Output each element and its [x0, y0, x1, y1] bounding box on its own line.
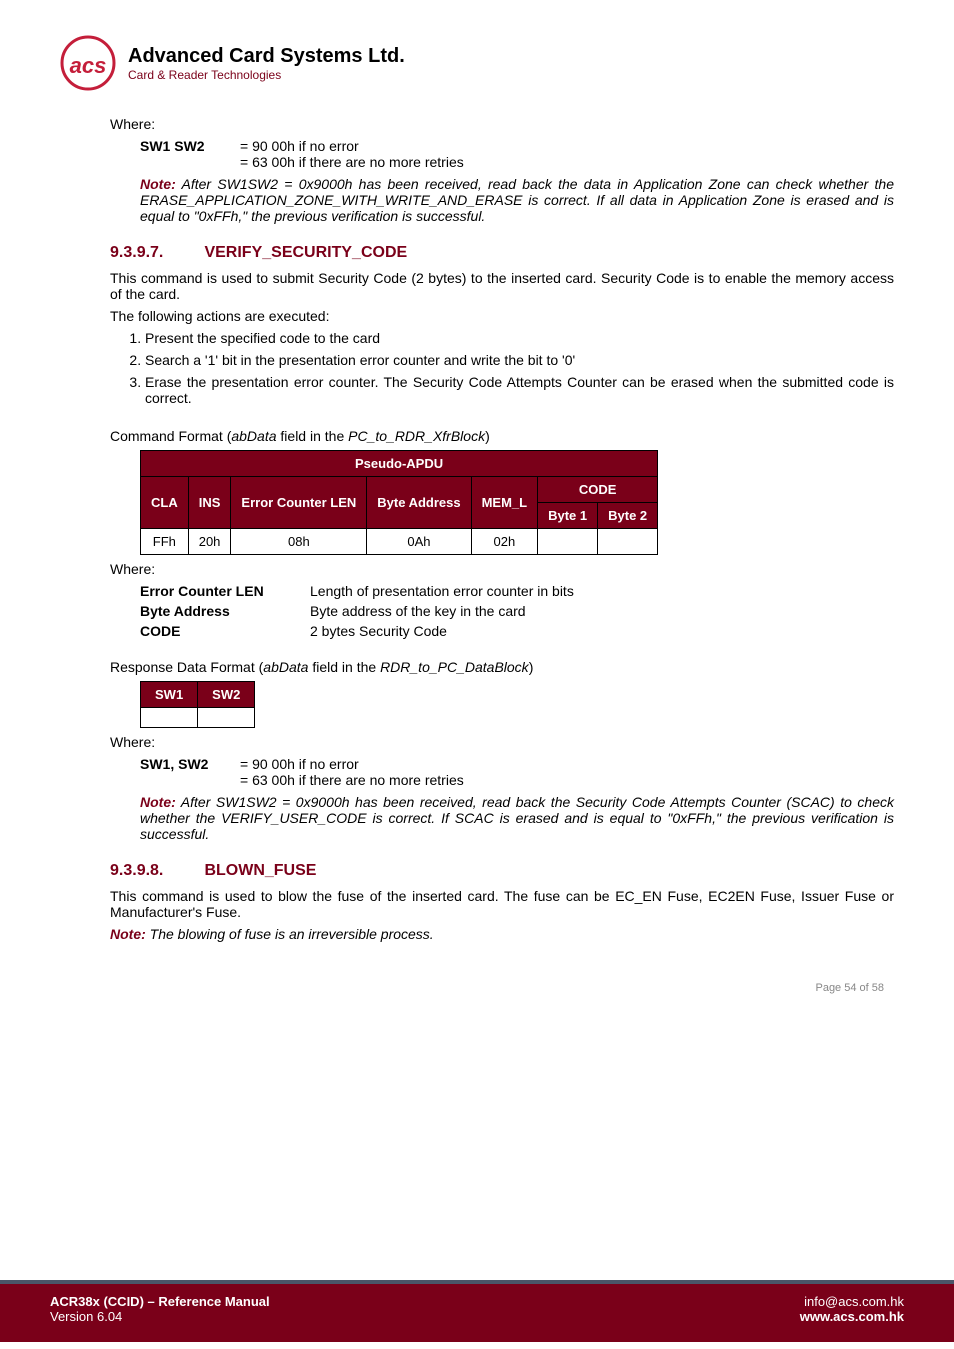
def-desc: Byte address of the key in the card [310, 603, 526, 619]
th-code: CODE [538, 477, 658, 503]
manual-footer: ACR38x (CCID) – Reference Manual Version… [0, 1280, 954, 1342]
td-b1 [538, 529, 598, 555]
acs-logo: acs [60, 35, 116, 91]
sw-def-row: SW1 SW2 = 90 00h if no error [140, 138, 894, 154]
list-item: Present the specified code to the card [145, 330, 894, 346]
note-text: After SW1SW2 = 0x9000h has been received… [140, 176, 894, 224]
sec1-p1: This command is used to submit Security … [110, 270, 894, 302]
def-row: Error Counter LEN Length of presentation… [140, 583, 894, 599]
where-label-2: Where: [110, 561, 894, 577]
svg-text:acs: acs [70, 53, 107, 78]
actions-list: Present the specified code to the card S… [115, 330, 894, 406]
pseudo-apdu-table: Pseudo-APDU CLA INS Error Counter LEN By… [140, 450, 658, 555]
td-b2 [598, 529, 658, 555]
footer-title: ACR38x (CCID) – Reference Manual [50, 1294, 270, 1309]
td-meml: 02h [471, 529, 538, 555]
sw2-label: SW1, SW2 [140, 756, 240, 772]
td-cla: FFh [141, 529, 189, 555]
note3-label: Note: [110, 926, 146, 942]
where-label: Where: [110, 116, 894, 132]
sw2-row: SW1, SW2 = 90 00h if no error [140, 756, 894, 772]
section-num: 9.3.9.7. [110, 244, 200, 262]
company-tagline: Card & Reader Technologies [128, 68, 405, 82]
th-err: Error Counter LEN [231, 477, 367, 529]
sw2-row2: = 63 00h if there are no more retries [140, 772, 894, 788]
footer-right: info@acs.com.hk www.acs.com.hk [800, 1294, 904, 1324]
def-term: Byte Address [140, 603, 310, 619]
def-row: CODE 2 bytes Security Code [140, 623, 894, 639]
cmd-format-label: Command Format (abData field in the PC_t… [110, 428, 894, 444]
sec2-note: Note: The blowing of fuse is an irrevers… [110, 926, 894, 942]
td-byte: 0Ah [367, 529, 471, 555]
section-title: BLOWN_FUSE [204, 862, 316, 879]
sw-line1: = 90 00h if no error [240, 138, 359, 154]
td-ins: 20h [188, 529, 231, 555]
def-desc: Length of presentation error counter in … [310, 583, 574, 599]
sec1-p2: The following actions are executed: [110, 308, 894, 324]
page-number: Page 54 of 58 [60, 982, 884, 994]
td-sw1 [141, 708, 198, 728]
company-name: Advanced Card Systems Ltd. [128, 45, 405, 68]
page-header: acs Advanced Card Systems Ltd. Card & Re… [60, 35, 894, 91]
th-main: Pseudo-APDU [141, 451, 658, 477]
footer-email: info@acs.com.hk [800, 1294, 904, 1309]
sw-line2: = 63 00h if there are no more retries [240, 154, 464, 170]
sw2-line1: = 90 00h if no error [240, 756, 359, 772]
note2-label: Note: [140, 794, 176, 810]
section-9398: 9.3.9.8. BLOWN_FUSE [110, 862, 894, 880]
sec2-p1: This command is used to blow the fuse of… [110, 888, 894, 920]
list-item: Erase the presentation error counter. Th… [145, 374, 894, 406]
th-cla: CLA [141, 477, 189, 529]
def-term: CODE [140, 623, 310, 639]
th-sw1: SW1 [141, 682, 198, 708]
sw2-line2: = 63 00h if there are no more retries [240, 772, 464, 788]
note-label: Note: [140, 176, 176, 192]
def-term: Error Counter LEN [140, 583, 310, 599]
th-sw2: SW2 [198, 682, 255, 708]
footer-site: www.acs.com.hk [800, 1309, 904, 1324]
sw-label: SW1 SW2 [140, 138, 240, 154]
footer-left: ACR38x (CCID) – Reference Manual Version… [50, 1294, 270, 1324]
def-row: Byte Address Byte address of the key in … [140, 603, 894, 619]
where-label-3: Where: [110, 734, 894, 750]
th-meml: MEM_L [471, 477, 538, 529]
th-b1: Byte 1 [538, 503, 598, 529]
list-item: Search a '1' bit in the presentation err… [145, 352, 894, 368]
sw-table: SW1 SW2 [140, 681, 255, 728]
td-err: 08h [231, 529, 367, 555]
td-sw2 [198, 708, 255, 728]
note2-text: After SW1SW2 = 0x9000h has been received… [140, 794, 894, 842]
sw-def-row2: = 63 00h if there are no more retries [140, 154, 894, 170]
resp-format-label: Response Data Format (abData field in th… [110, 659, 894, 675]
header-text: Advanced Card Systems Ltd. Card & Reader… [128, 45, 405, 82]
th-byte: Byte Address [367, 477, 471, 529]
th-ins: INS [188, 477, 231, 529]
def-desc: 2 bytes Security Code [310, 623, 447, 639]
defs-block: Error Counter LEN Length of presentation… [140, 583, 894, 639]
th-b2: Byte 2 [598, 503, 658, 529]
note-block: Note: After SW1SW2 = 0x9000h has been re… [140, 176, 894, 224]
footer-version: Version 6.04 [50, 1309, 270, 1324]
note2-block: Note: After SW1SW2 = 0x9000h has been re… [140, 794, 894, 842]
section-title: VERIFY_SECURITY_CODE [204, 244, 407, 261]
note3-text: The blowing of fuse is an irreversible p… [150, 926, 434, 942]
section-num: 9.3.9.8. [110, 862, 200, 880]
section-9397: 9.3.9.7. VERIFY_SECURITY_CODE [110, 244, 894, 262]
